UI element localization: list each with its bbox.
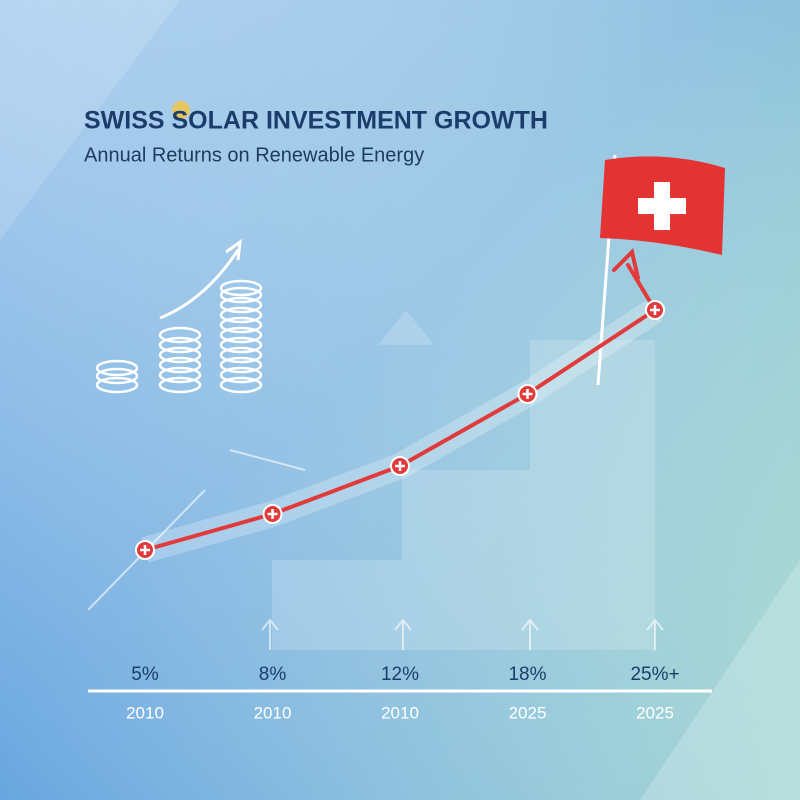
- x-tick-label: 2025: [509, 703, 547, 722]
- point-cross: [650, 305, 660, 315]
- chart-title: SWISS SOLAR INVESTMENT GROWTH: [84, 107, 548, 135]
- x-tick-label: 2025: [636, 703, 674, 722]
- coin-stacks: [95, 238, 263, 394]
- point-cross: [395, 461, 405, 471]
- value-label: 12%: [381, 664, 419, 685]
- point-cross: [267, 509, 278, 519]
- value-label: 5%: [131, 664, 159, 685]
- sun-icon: [172, 101, 190, 119]
- x-tick-label: 2010: [254, 703, 292, 722]
- value-label: 25%+: [630, 664, 679, 685]
- point-cross: [140, 545, 150, 555]
- x-tick-label: 2010: [381, 703, 419, 722]
- decor-columns: [272, 310, 655, 650]
- decor: [640, 560, 800, 800]
- decor-arrows: [87, 449, 664, 650]
- point-cross: [522, 389, 533, 399]
- chart-subtitle: Annual Returns on Renewable Energy: [84, 144, 424, 166]
- x-tick-label: 2010: [126, 703, 164, 722]
- decor: [0, 0, 180, 240]
- value-label: 8%: [259, 664, 287, 685]
- value-label: 18%: [508, 664, 546, 685]
